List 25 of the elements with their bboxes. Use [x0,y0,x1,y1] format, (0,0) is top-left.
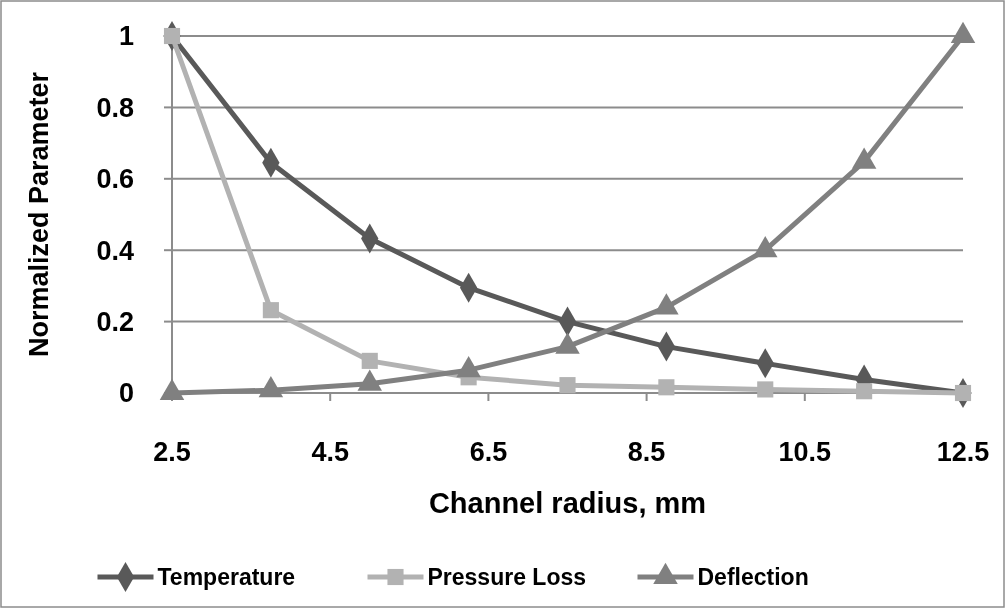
point [262,302,279,319]
point [163,27,181,45]
x-tick-label: 4.5 [311,437,349,467]
y-tick-label: 0.2 [96,307,134,338]
y-axis-title: Normalized Parameter [24,71,54,358]
x-tick-label: 8.5 [627,437,666,467]
y-tick-label: 0.6 [96,164,134,195]
x-tick-label: 2.5 [153,437,191,467]
point [559,377,576,394]
y-tick-label: 0 [118,378,134,409]
x-tick-label: 12.5 [936,437,990,467]
y-tick-label: 0.4 [96,235,134,266]
point [856,383,873,400]
legend-label: Temperature [157,564,296,591]
legend-label: Deflection [697,564,809,591]
point [954,384,972,402]
point [361,352,378,369]
x-axis-title: Channel radius, mm [428,487,707,519]
y-tick-label: 1 [118,21,134,52]
y-tick-label: 0.8 [96,92,134,123]
point [757,381,774,398]
x-tick-label: 6.5 [469,437,508,467]
x-tick-label: 10.5 [778,437,832,467]
legend-label: Pressure Loss [427,564,587,591]
point [658,379,675,396]
